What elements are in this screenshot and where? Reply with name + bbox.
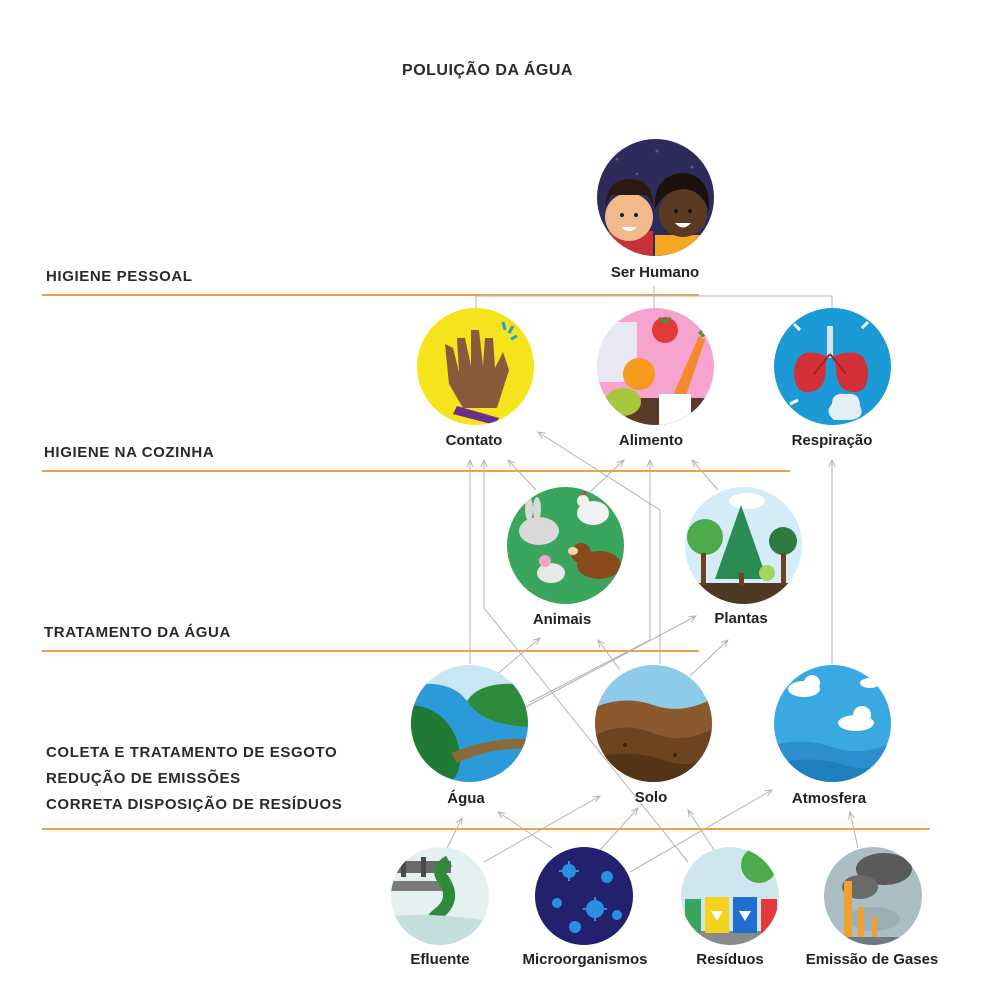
residuos-illustration [681,847,779,945]
connector-efluente-solo [483,796,600,863]
respiracao-illustration [774,308,891,425]
connector-agua-animais [494,638,540,677]
connector-solo-plantas [689,640,728,677]
band-label-higiene-cozinha: HIGIENE NA COZINHA [44,444,215,461]
ser-humano-illustration [597,139,714,256]
contato-illustration [417,308,534,425]
animais-illustration [507,487,624,604]
band-divider-2 [42,470,790,472]
alimento-illustration [597,308,714,425]
connector-solo-contato [538,432,661,664]
efluente-label: Efluente [410,951,470,968]
connector-emissao-atmosfera [850,812,859,849]
connector-micro-atmosfera [629,790,772,873]
connector-micro-solo [599,808,638,851]
emissao-illustration [824,847,922,945]
band-divider-4 [42,828,930,830]
microorganismos-label: Microorganismos [522,951,648,968]
efluente-illustration [391,847,489,945]
atmosfera-illustration [774,665,891,782]
plantas-label: Plantas [714,610,768,627]
agua-illustration [411,665,528,782]
band-label-esgoto: COLETA E TRATAMENTO DE ESGOTO [46,744,338,761]
connector-agua-alimento [529,460,650,703]
emissao-label: Emissão de Gases [805,951,939,968]
solo-label: Solo [634,789,668,806]
residuos-label: Resíduos [696,951,764,968]
atmosfera-label: Atmosfera [791,790,867,807]
connector-solo-animais [598,640,621,671]
connector-plantas-alimento [692,460,719,491]
ser-humano-label: Ser Humano [610,264,700,281]
connector-animais-alimento [589,460,624,493]
connector-agua-plantas [519,616,696,711]
animais-label: Animais [532,611,592,628]
band-divider-1 [42,294,699,296]
band-label-higiene-pessoal: HIGIENE PESSOAL [46,268,193,285]
band-divider-3 [42,650,699,652]
connector-animais-contato [508,460,537,491]
microorganismos-illustration [535,847,633,945]
connector-residuos-contato [484,460,689,863]
plantas-illustration [685,487,802,604]
band-label-residuos: CORRETA DISPOSIÇÃO DE RESÍDUOS [46,796,343,813]
contato-label: Contato [445,432,503,449]
respiracao-label: Respiração [791,432,873,449]
alimento-label: Alimento [618,432,684,449]
page-title: POLUIÇÃO DA ÁGUA [402,62,573,79]
agua-label: Água [447,790,485,807]
connector-micro-agua [498,812,553,849]
connector-efluente-agua [446,818,462,849]
connector-residuos-solo [688,810,715,851]
band-label-emissoes: REDUÇÃO DE EMISSÕES [46,770,241,787]
band-label-tratamento-agua: TRATAMENTO DA ÁGUA [44,624,231,641]
solo-illustration [595,665,712,782]
